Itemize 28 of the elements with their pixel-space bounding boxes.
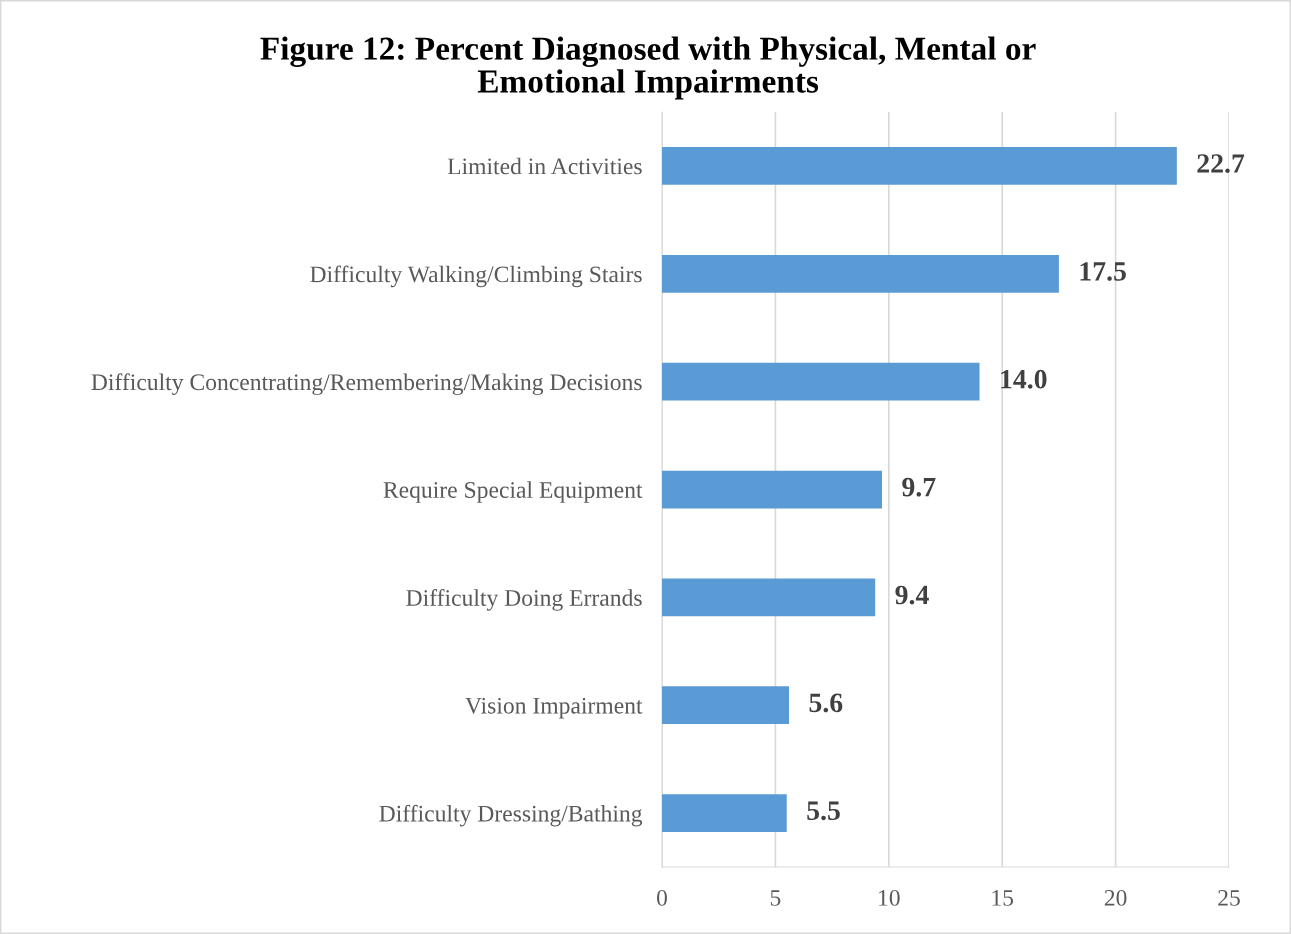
data-label: 9.4 xyxy=(895,585,929,605)
data-label: 5.5 xyxy=(807,801,840,821)
bar xyxy=(662,470,882,509)
x-tick-label: 10 xyxy=(879,889,900,906)
data-label: 9.7 xyxy=(902,477,936,497)
data-label: 5.6 xyxy=(809,693,843,713)
y-tick-label: Difficulty Doing Errands xyxy=(406,589,642,611)
x-tick-label: 0 xyxy=(657,889,667,906)
x-tick-label: 15 xyxy=(992,890,1014,906)
y-tick-label: Difficulty Concentrating/Remembering/Making Decisions xyxy=(91,373,642,396)
y-tick-label: Limited in Activities xyxy=(447,157,642,175)
bar xyxy=(662,686,790,725)
bar xyxy=(662,794,787,832)
data-label: 22.7 xyxy=(1197,154,1245,173)
y-tick-label: Vision Impairment xyxy=(465,697,643,719)
x-tick-label: 5 xyxy=(770,890,781,906)
y-tick-label: Difficulty Walking/Climbing Stairs xyxy=(310,265,642,288)
y-tick-label: Difficulty Dressing/Bathing xyxy=(379,804,643,827)
bar xyxy=(662,147,1177,185)
data-label: 14.0 xyxy=(1001,369,1047,389)
y-tick-label: Require Special Equipment xyxy=(383,481,643,503)
chart-title: Figure 12: Percent Diagnosed with Physical, Mental or Emotional Impairments xyxy=(260,36,1036,100)
bar xyxy=(662,254,1059,293)
data-label: 17.5 xyxy=(1080,262,1126,281)
bar xyxy=(662,578,876,617)
bar xyxy=(662,362,980,401)
x-tick-label: 25 xyxy=(1218,889,1240,906)
x-tick-label: 20 xyxy=(1104,889,1127,906)
